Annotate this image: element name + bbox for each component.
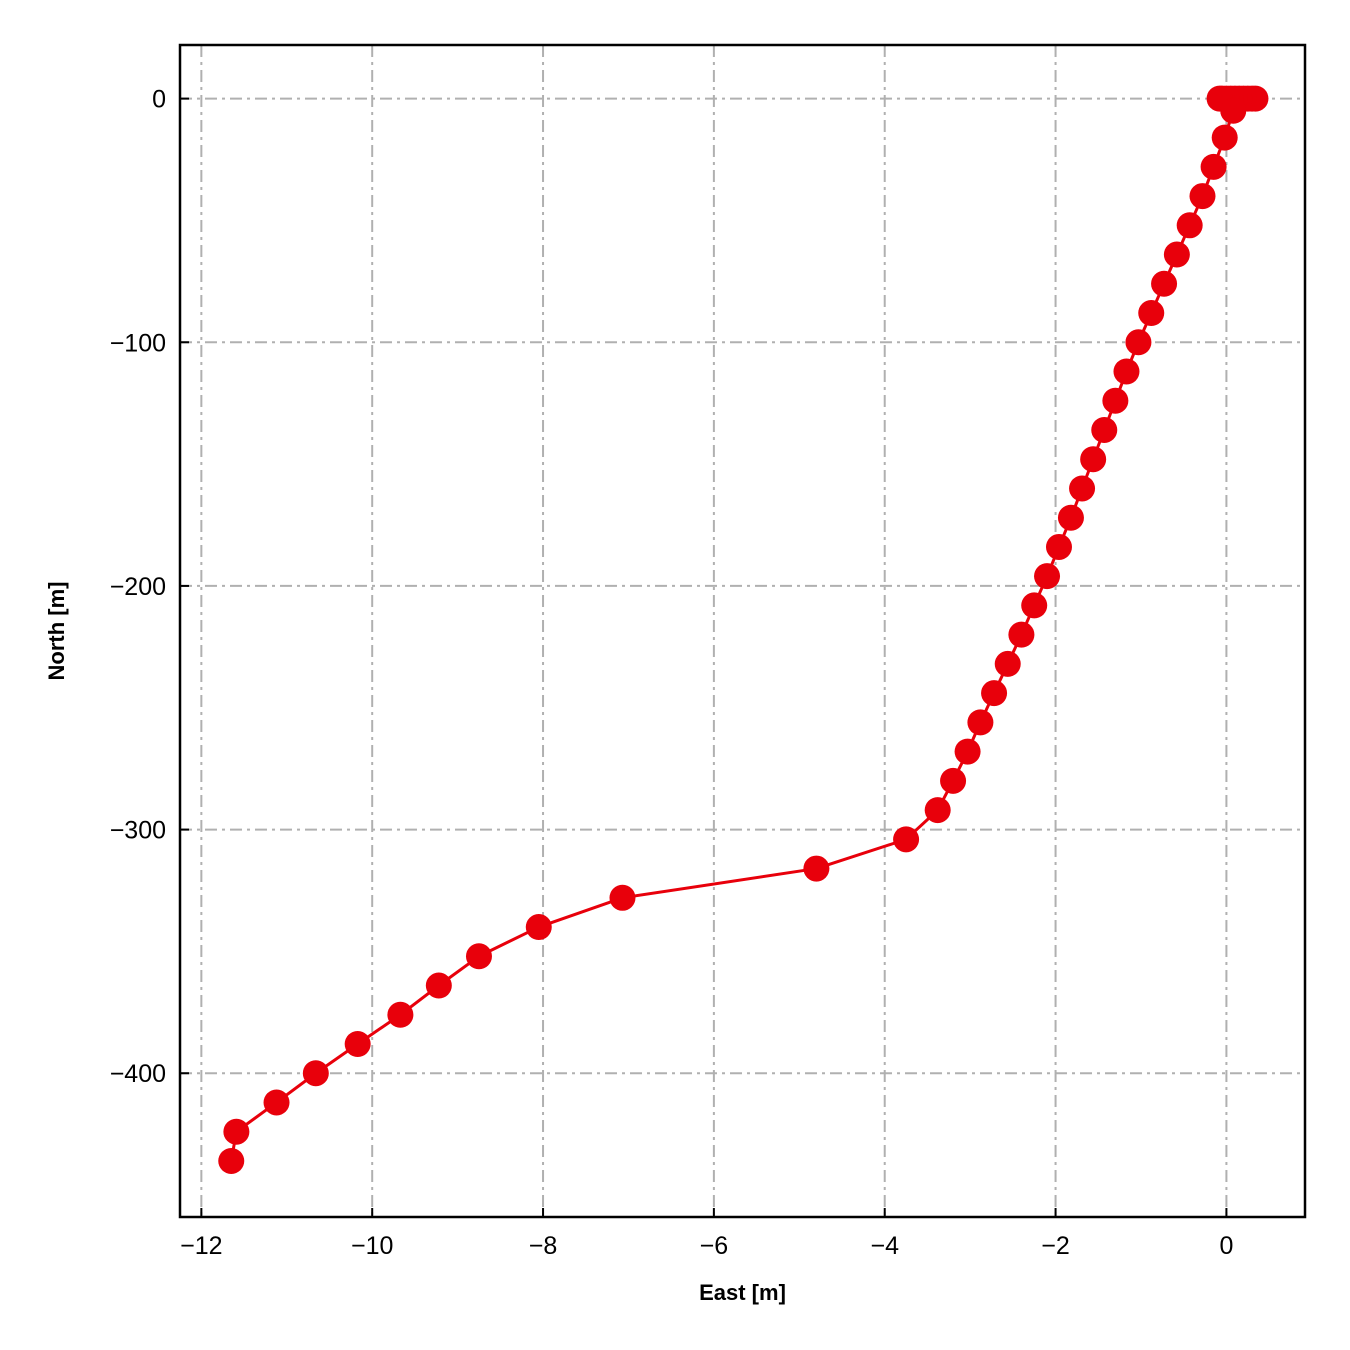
x-tick-label: −8 [529,1232,558,1260]
y-tick-label: 0 [152,86,166,114]
data-point [1176,212,1203,239]
data-point [1080,446,1107,473]
data-point [967,709,994,736]
data-point [1091,416,1118,443]
data-point [893,826,920,853]
data-point [1220,97,1247,124]
data-point [981,680,1008,707]
data-point [1045,533,1072,560]
data-point [302,1060,329,1087]
y-tick-label: −200 [110,573,166,601]
data-point [425,972,452,999]
data-point [218,1147,245,1174]
data-point [1125,329,1152,356]
data-point [1057,504,1084,531]
data-point [263,1089,290,1116]
x-tick-label: −6 [700,1232,729,1260]
data-point [954,738,981,765]
data-point [1189,183,1216,210]
data-point [1034,563,1061,590]
data-point [1069,475,1096,502]
x-tick-label: −10 [351,1232,393,1260]
data-point [387,1001,414,1028]
data-point [1151,270,1178,297]
data-point [1211,124,1238,151]
data-point [940,767,967,794]
x-tick-label: −12 [180,1232,222,1260]
data-point [1102,387,1129,414]
data-point [994,650,1021,677]
y-axis-title: North [m] [44,582,69,681]
plot-frame [178,43,1307,1219]
data-point [1163,241,1190,268]
y-tick-label: −100 [110,329,166,357]
data-point [1021,592,1048,619]
data-point [465,943,492,970]
data-point [1008,621,1035,648]
data-point [525,914,552,941]
data-point [1113,358,1140,385]
data-point [344,1031,371,1058]
x-axis-title: East [m] [699,1280,786,1305]
x-tick-label: −2 [1041,1232,1070,1260]
data-point [924,797,951,824]
grid [180,45,1305,1217]
x-tick-label: −4 [870,1232,899,1260]
data-point [609,884,636,911]
data-point [223,1118,250,1145]
series-layer [218,85,1269,1174]
y-tick-label: −400 [110,1060,166,1088]
data-point [1200,153,1227,180]
y-tick-label: −300 [110,817,166,845]
x-tick-label: 0 [1219,1232,1233,1260]
ticks: −12 −10 −8 −6 −4 −2 00−100−200−300−400 [110,86,1234,1260]
data-point [1138,300,1165,327]
data-point [803,855,830,882]
